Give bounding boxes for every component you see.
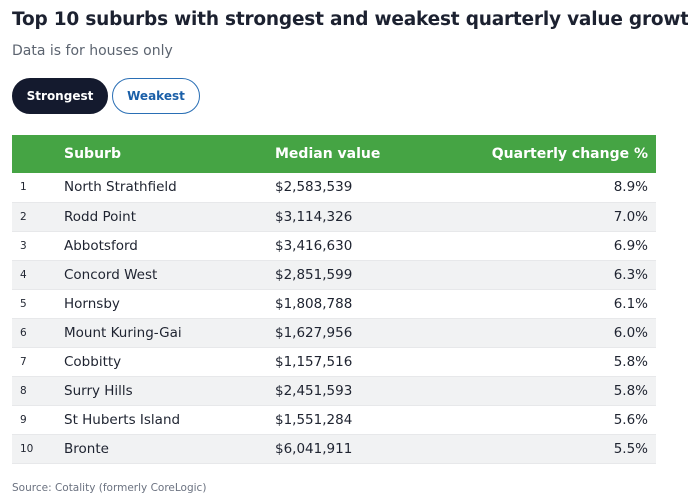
- row-median-value: $2,851,599: [275, 260, 485, 290]
- row-quarterly-change: 6.0%: [485, 318, 656, 348]
- row-quarterly-change: 5.8%: [485, 376, 656, 406]
- row-suburb: Concord West: [64, 260, 275, 290]
- row-suburb: Hornsby: [64, 289, 275, 319]
- table-row: 3 Abbotsford $3,416,630 6.9%: [12, 231, 656, 261]
- row-median-value: $3,114,326: [275, 202, 485, 232]
- table-row: 4 Concord West $2,851,599 6.3%: [12, 260, 656, 290]
- weakest-button[interactable]: Weakest: [112, 78, 200, 114]
- table-row: 5 Hornsby $1,808,788 6.1%: [12, 289, 656, 319]
- row-suburb: Surry Hills: [64, 376, 275, 406]
- table-row: 7 Cobbitty $1,157,516 5.8%: [12, 347, 656, 377]
- suburbs-table: Suburb Median value Quarterly change % 1…: [12, 135, 656, 464]
- row-rank: 5: [12, 289, 64, 319]
- row-quarterly-change: 6.1%: [485, 289, 656, 319]
- column-header-suburb[interactable]: Suburb: [64, 146, 121, 162]
- row-median-value: $2,451,593: [275, 376, 485, 406]
- row-rank: 3: [12, 231, 64, 261]
- row-quarterly-change: 5.6%: [485, 405, 656, 435]
- column-header-rank: [12, 135, 64, 173]
- row-rank: 7: [12, 347, 64, 377]
- row-median-value: $2,583,539: [275, 173, 485, 203]
- row-rank: 10: [12, 434, 64, 464]
- row-suburb: Bronte: [64, 434, 275, 464]
- row-median-value: $6,041,911: [275, 434, 485, 464]
- row-median-value: $1,157,516: [275, 347, 485, 377]
- row-rank: 4: [12, 260, 64, 290]
- row-rank: 1: [12, 173, 64, 203]
- table-row: 8 Surry Hills $2,451,593 5.8%: [12, 376, 656, 406]
- row-suburb: Cobbitty: [64, 347, 275, 377]
- column-header-median-value[interactable]: Median value: [275, 146, 381, 162]
- strongest-button[interactable]: Strongest: [12, 78, 108, 114]
- row-quarterly-change: 6.3%: [485, 260, 656, 290]
- row-suburb: North Strathfield: [64, 173, 275, 203]
- table-row: 1 North Strathfield $2,583,539 8.9%: [12, 173, 656, 203]
- row-rank: 9: [12, 405, 64, 435]
- row-suburb: Rodd Point: [64, 202, 275, 232]
- page-subtitle: Data is for houses only: [12, 43, 173, 59]
- row-median-value: $1,551,284: [275, 405, 485, 435]
- table-row: 10 Bronte $6,041,911 5.5%: [12, 434, 656, 464]
- row-suburb: Abbotsford: [64, 231, 275, 261]
- table-row: 6 Mount Kuring-Gai $1,627,956 6.0%: [12, 318, 656, 348]
- row-quarterly-change: 5.8%: [485, 347, 656, 377]
- row-median-value: $1,808,788: [275, 289, 485, 319]
- row-suburb: St Huberts Island: [64, 405, 275, 435]
- row-quarterly-change: 6.9%: [485, 231, 656, 261]
- row-quarterly-change: 7.0%: [485, 202, 656, 232]
- row-rank: 8: [12, 376, 64, 406]
- row-median-value: $1,627,956: [275, 318, 485, 348]
- column-header-quarterly-change[interactable]: Quarterly change %: [491, 146, 648, 162]
- table-row: 9 St Huberts Island $1,551,284 5.6%: [12, 405, 656, 435]
- row-median-value: $3,416,630: [275, 231, 485, 261]
- row-rank: 6: [12, 318, 64, 348]
- row-quarterly-change: 8.9%: [485, 173, 656, 203]
- table-header-row: Suburb Median value Quarterly change %: [12, 135, 656, 173]
- page-title: Top 10 suburbs with strongest and weakes…: [12, 9, 688, 30]
- row-suburb: Mount Kuring-Gai: [64, 318, 275, 348]
- row-quarterly-change: 5.5%: [485, 434, 656, 464]
- table-row: 2 Rodd Point $3,114,326 7.0%: [12, 202, 656, 232]
- source-note: Source: Cotality (formerly CoreLogic): [12, 482, 207, 494]
- row-rank: 2: [12, 202, 64, 232]
